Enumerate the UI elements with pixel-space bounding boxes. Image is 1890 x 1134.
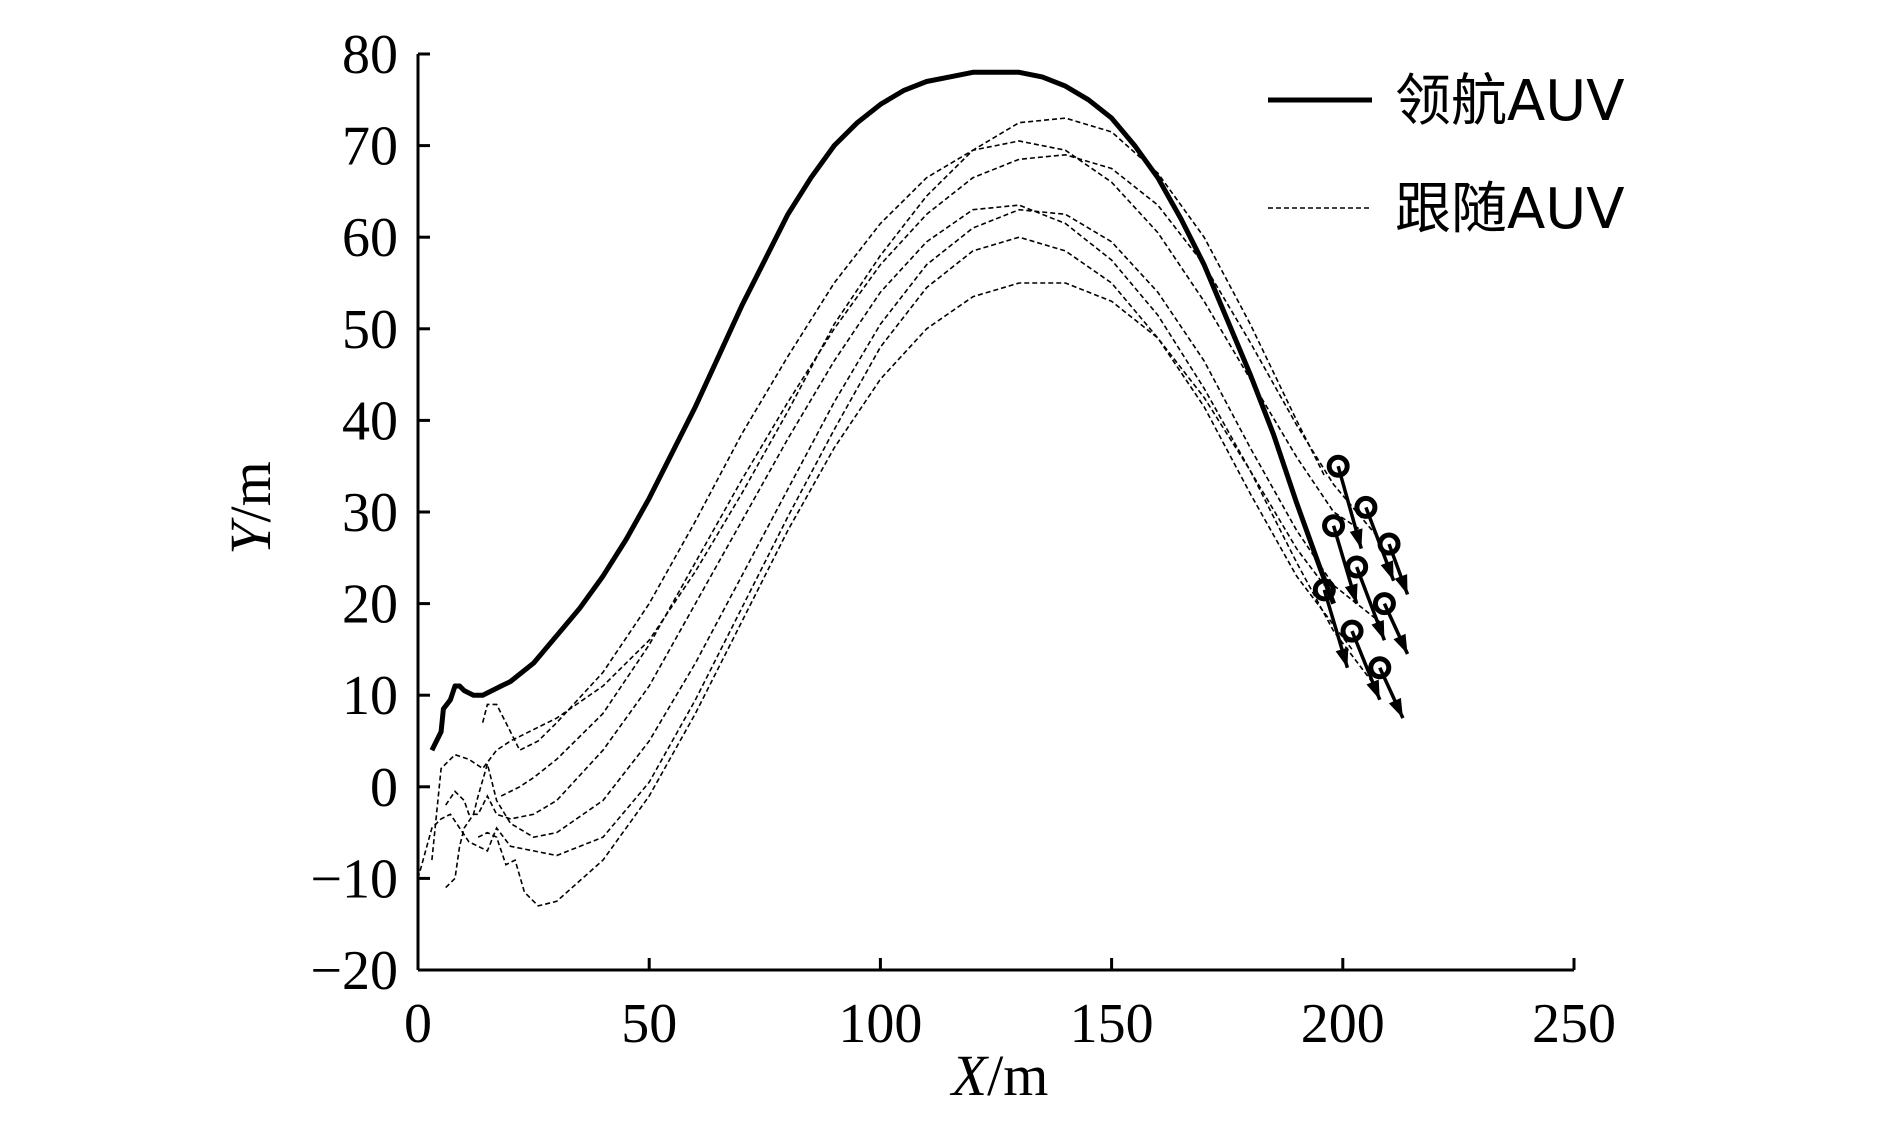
- heading-arrowhead-0: [1349, 528, 1363, 549]
- y-tick-label: −10: [310, 848, 398, 910]
- follower-auv-trajectory-6: [417, 236, 1353, 879]
- heading-arrowhead-2: [1394, 574, 1408, 595]
- heading-arrowhead-5: [1393, 633, 1408, 654]
- x-tick-label: 250: [1532, 993, 1616, 1055]
- leader-auv-trajectory: [429, 69, 1336, 752]
- heading-arrowhead-6: [1335, 647, 1349, 668]
- auv-position-marker-7: [1340, 619, 1364, 643]
- auv-position-marker-3: [1322, 514, 1346, 538]
- x-tick-label: 100: [838, 993, 922, 1055]
- x-tick-label: 150: [1070, 993, 1154, 1055]
- x-axis-label: X/m: [950, 1043, 1049, 1108]
- legend: 领航AUV 跟随AUV: [1268, 69, 1625, 242]
- auv-position-marker-1: [1354, 495, 1378, 519]
- y-tick-label: 70: [342, 116, 398, 178]
- auv-position-marker-5: [1372, 592, 1396, 616]
- y-tick-label: −20: [310, 940, 398, 1002]
- follower-auv-trajectory-7: [477, 282, 1376, 907]
- x-tick-label: 200: [1301, 993, 1385, 1055]
- follower-auv-trajectory-3: [500, 153, 1381, 797]
- follower-auv-trajectory-4: [445, 204, 1325, 820]
- y-tick-label: 80: [342, 24, 398, 86]
- auv-position-marker-4: [1345, 555, 1369, 579]
- legend-label-follower: 跟随AUV: [1395, 177, 1625, 242]
- y-tick-label: 50: [342, 299, 398, 361]
- formation-marker-layer: [1312, 454, 1410, 719]
- heading-arrowhead-1: [1380, 560, 1394, 581]
- auv-position-marker-6: [1312, 578, 1336, 602]
- y-axis-label: Y/m: [218, 461, 283, 555]
- follower-auv-trajectory-1: [481, 140, 1362, 752]
- heading-arrowhead-8: [1388, 697, 1403, 719]
- auv-position-marker-0: [1326, 454, 1350, 478]
- heading-arrowhead-4: [1371, 619, 1385, 641]
- y-tick-label: 10: [342, 665, 398, 727]
- heading-arrowhead-3: [1344, 583, 1358, 604]
- y-tick-label: 0: [370, 757, 398, 819]
- follower-auv-trajectory-5: [445, 208, 1381, 889]
- y-tick-label: 20: [342, 574, 398, 636]
- x-tick-label: 50: [621, 993, 677, 1055]
- heading-arrowhead-7: [1366, 679, 1380, 700]
- auv-position-marker-8: [1368, 656, 1392, 680]
- x-tick-label: 0: [404, 993, 432, 1055]
- series-layer: [417, 69, 1381, 907]
- y-tick-label: 40: [342, 390, 398, 452]
- y-tick-label: 60: [342, 207, 398, 269]
- follower-auv-trajectory-2: [431, 117, 1326, 861]
- auv-position-marker-2: [1377, 532, 1401, 556]
- legend-label-leader: 领航AUV: [1395, 69, 1625, 134]
- y-tick-label: 30: [342, 482, 398, 544]
